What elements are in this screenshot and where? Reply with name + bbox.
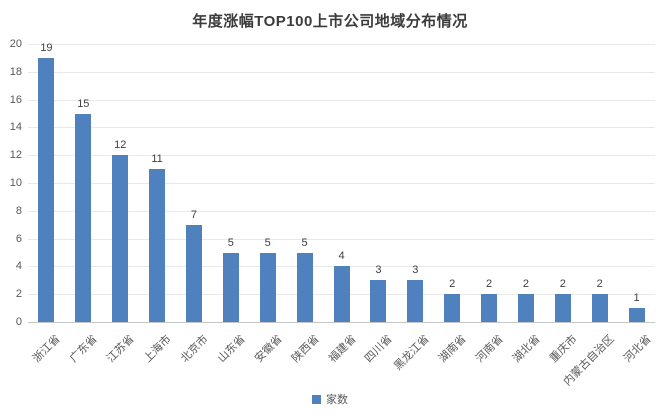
x-axis-tick-label: 福建省 xyxy=(326,333,359,365)
bar xyxy=(149,169,166,322)
y-axis-tick-label: 4 xyxy=(15,260,22,273)
gridline xyxy=(28,71,655,73)
legend-marker-icon xyxy=(312,394,321,404)
y-axis-tick-label: 6 xyxy=(15,232,22,245)
bar xyxy=(296,252,313,322)
gridline xyxy=(28,44,655,45)
bar-value-label: 2 xyxy=(449,278,456,291)
legend: 家数 xyxy=(0,391,660,407)
bar-value-label: 7 xyxy=(190,208,198,221)
bar-value-label: 2 xyxy=(522,278,529,291)
bar xyxy=(222,252,239,322)
y-axis-tick-label: 0 xyxy=(15,316,22,328)
x-axis-tick-label: 北京市 xyxy=(178,333,211,365)
y-axis-tick-label: 16 xyxy=(9,93,22,106)
bar-value-label: 2 xyxy=(559,278,566,291)
y-axis-tick-label: 12 xyxy=(9,149,22,162)
bar xyxy=(370,280,387,322)
x-axis-tick-label: 安徽省 xyxy=(252,333,285,365)
bar-value-label: 3 xyxy=(412,264,419,277)
x-axis-tick-label: 江苏省 xyxy=(105,333,137,365)
gridline xyxy=(28,155,655,157)
y-axis-tick-label: 2 xyxy=(15,288,22,301)
bar-value-label: 15 xyxy=(77,97,90,110)
bar-value-label: 12 xyxy=(114,139,127,152)
x-axis-tick-label: 山东省 xyxy=(215,333,248,365)
bar xyxy=(628,308,645,322)
y-axis-tick-label: 20 xyxy=(9,38,22,50)
bar-value-label: 1 xyxy=(633,292,640,305)
bar xyxy=(112,155,129,322)
x-axis-tick-label: 河南省 xyxy=(473,333,506,365)
x-axis-tick-label: 河北省 xyxy=(621,333,654,365)
bar-value-label: 4 xyxy=(338,250,345,263)
bar xyxy=(517,294,534,322)
bar-value-label: 5 xyxy=(264,236,271,249)
x-axis-tick-label: 湖北省 xyxy=(510,333,543,365)
gridline xyxy=(28,322,655,323)
gridline xyxy=(28,183,655,184)
bar xyxy=(407,280,424,322)
bar xyxy=(591,294,608,322)
bar xyxy=(554,294,571,322)
chart-title: 年度涨幅TOP100上市公司地域分布情况 xyxy=(192,13,468,30)
bar xyxy=(333,266,350,322)
gridline xyxy=(28,99,655,101)
bar xyxy=(259,252,276,322)
bar-value-label: 11 xyxy=(151,153,163,166)
bar-value-label: 2 xyxy=(485,278,493,291)
x-axis-tick-label: 湖南省 xyxy=(436,333,469,365)
gridline xyxy=(28,238,655,240)
bar-value-label: 19 xyxy=(40,41,53,54)
x-axis-tick-label: 浙江省 xyxy=(31,333,64,365)
x-axis-tick-label: 陕西省 xyxy=(289,333,322,365)
bar xyxy=(185,224,202,322)
y-axis-tick-label: 8 xyxy=(15,204,22,217)
bar-value-label: 3 xyxy=(375,264,382,277)
bar-value-label: 5 xyxy=(301,236,308,249)
bar-value-label: 2 xyxy=(596,278,603,291)
gridline xyxy=(28,127,655,129)
y-axis-tick-label: 18 xyxy=(9,65,22,78)
x-axis-tick-label: 广东省 xyxy=(68,333,100,365)
legend-label: 家数 xyxy=(326,394,348,406)
x-axis-tick-label: 黑龙江省 xyxy=(392,333,432,373)
bar xyxy=(481,294,498,322)
y-axis-tick-label: 10 xyxy=(9,177,22,189)
bar-value-label: 5 xyxy=(227,236,234,249)
y-axis-tick-label: 14 xyxy=(9,121,22,134)
gridline xyxy=(28,210,655,212)
x-axis-tick-label: 上海市 xyxy=(141,333,174,365)
bar xyxy=(75,113,92,322)
bar xyxy=(38,57,55,322)
bar xyxy=(444,294,461,322)
